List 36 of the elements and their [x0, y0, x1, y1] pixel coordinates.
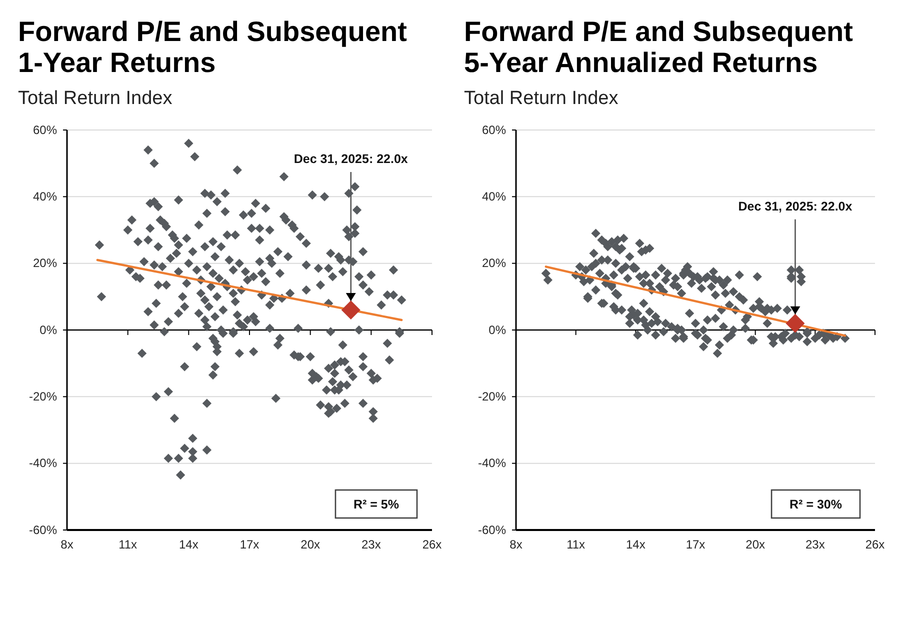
y-tick-label: 20% [32, 256, 58, 270]
chart-subtitle: Total Return Index [18, 88, 173, 109]
y-tick-label: -20% [28, 390, 58, 404]
y-tick-label: -60% [28, 522, 58, 537]
x-tick-label: 20x [300, 538, 320, 552]
y-tick-label: 0% [488, 322, 506, 337]
y-tick-label: 60% [482, 122, 506, 137]
annotation: R² = 30% [790, 498, 842, 512]
y-tick-label: 0% [40, 322, 58, 337]
x-tick-label: 8x [60, 538, 74, 552]
x-tick-label: 8x [510, 538, 522, 552]
annotation: Dec 31, 2025: 22.0x [294, 152, 408, 166]
chart-title: Forward P/E and Subsequent 5-Year Annualized Returns [464, 16, 853, 78]
y-tick-label: 40% [482, 190, 506, 204]
y-tick-label: 60% [32, 122, 58, 137]
y-tick-label: 40% [32, 190, 58, 204]
x-tick-label: 17x [240, 538, 260, 552]
chart-title: Forward P/E and Subsequent 1-Year Returns [18, 16, 407, 78]
x-tick-label: 26x [422, 538, 442, 552]
x-tick-label: 20x [746, 538, 766, 552]
x-tick-label: 11x [566, 538, 586, 552]
x-tick-label: 14x [626, 538, 646, 552]
x-tick-label: 23x [361, 538, 381, 552]
y-tick-label: 20% [482, 256, 506, 270]
x-tick-label: 11x [118, 538, 138, 552]
x-tick-label: 23x [805, 538, 825, 552]
y-tick-label: -20% [478, 390, 506, 404]
y-tick-label: -40% [478, 456, 506, 470]
annotation: Dec 31, 2025: 22.0x [738, 199, 852, 214]
annotation: R² = 5% [353, 498, 399, 512]
y-tick-label: -40% [28, 456, 58, 470]
x-tick-label: 17x [686, 538, 706, 552]
y-tick-label: -60% [478, 522, 506, 537]
x-tick-label: 26x [865, 538, 885, 552]
x-tick-label: 14x [178, 538, 198, 552]
chart-subtitle: Total Return Index [464, 88, 619, 109]
